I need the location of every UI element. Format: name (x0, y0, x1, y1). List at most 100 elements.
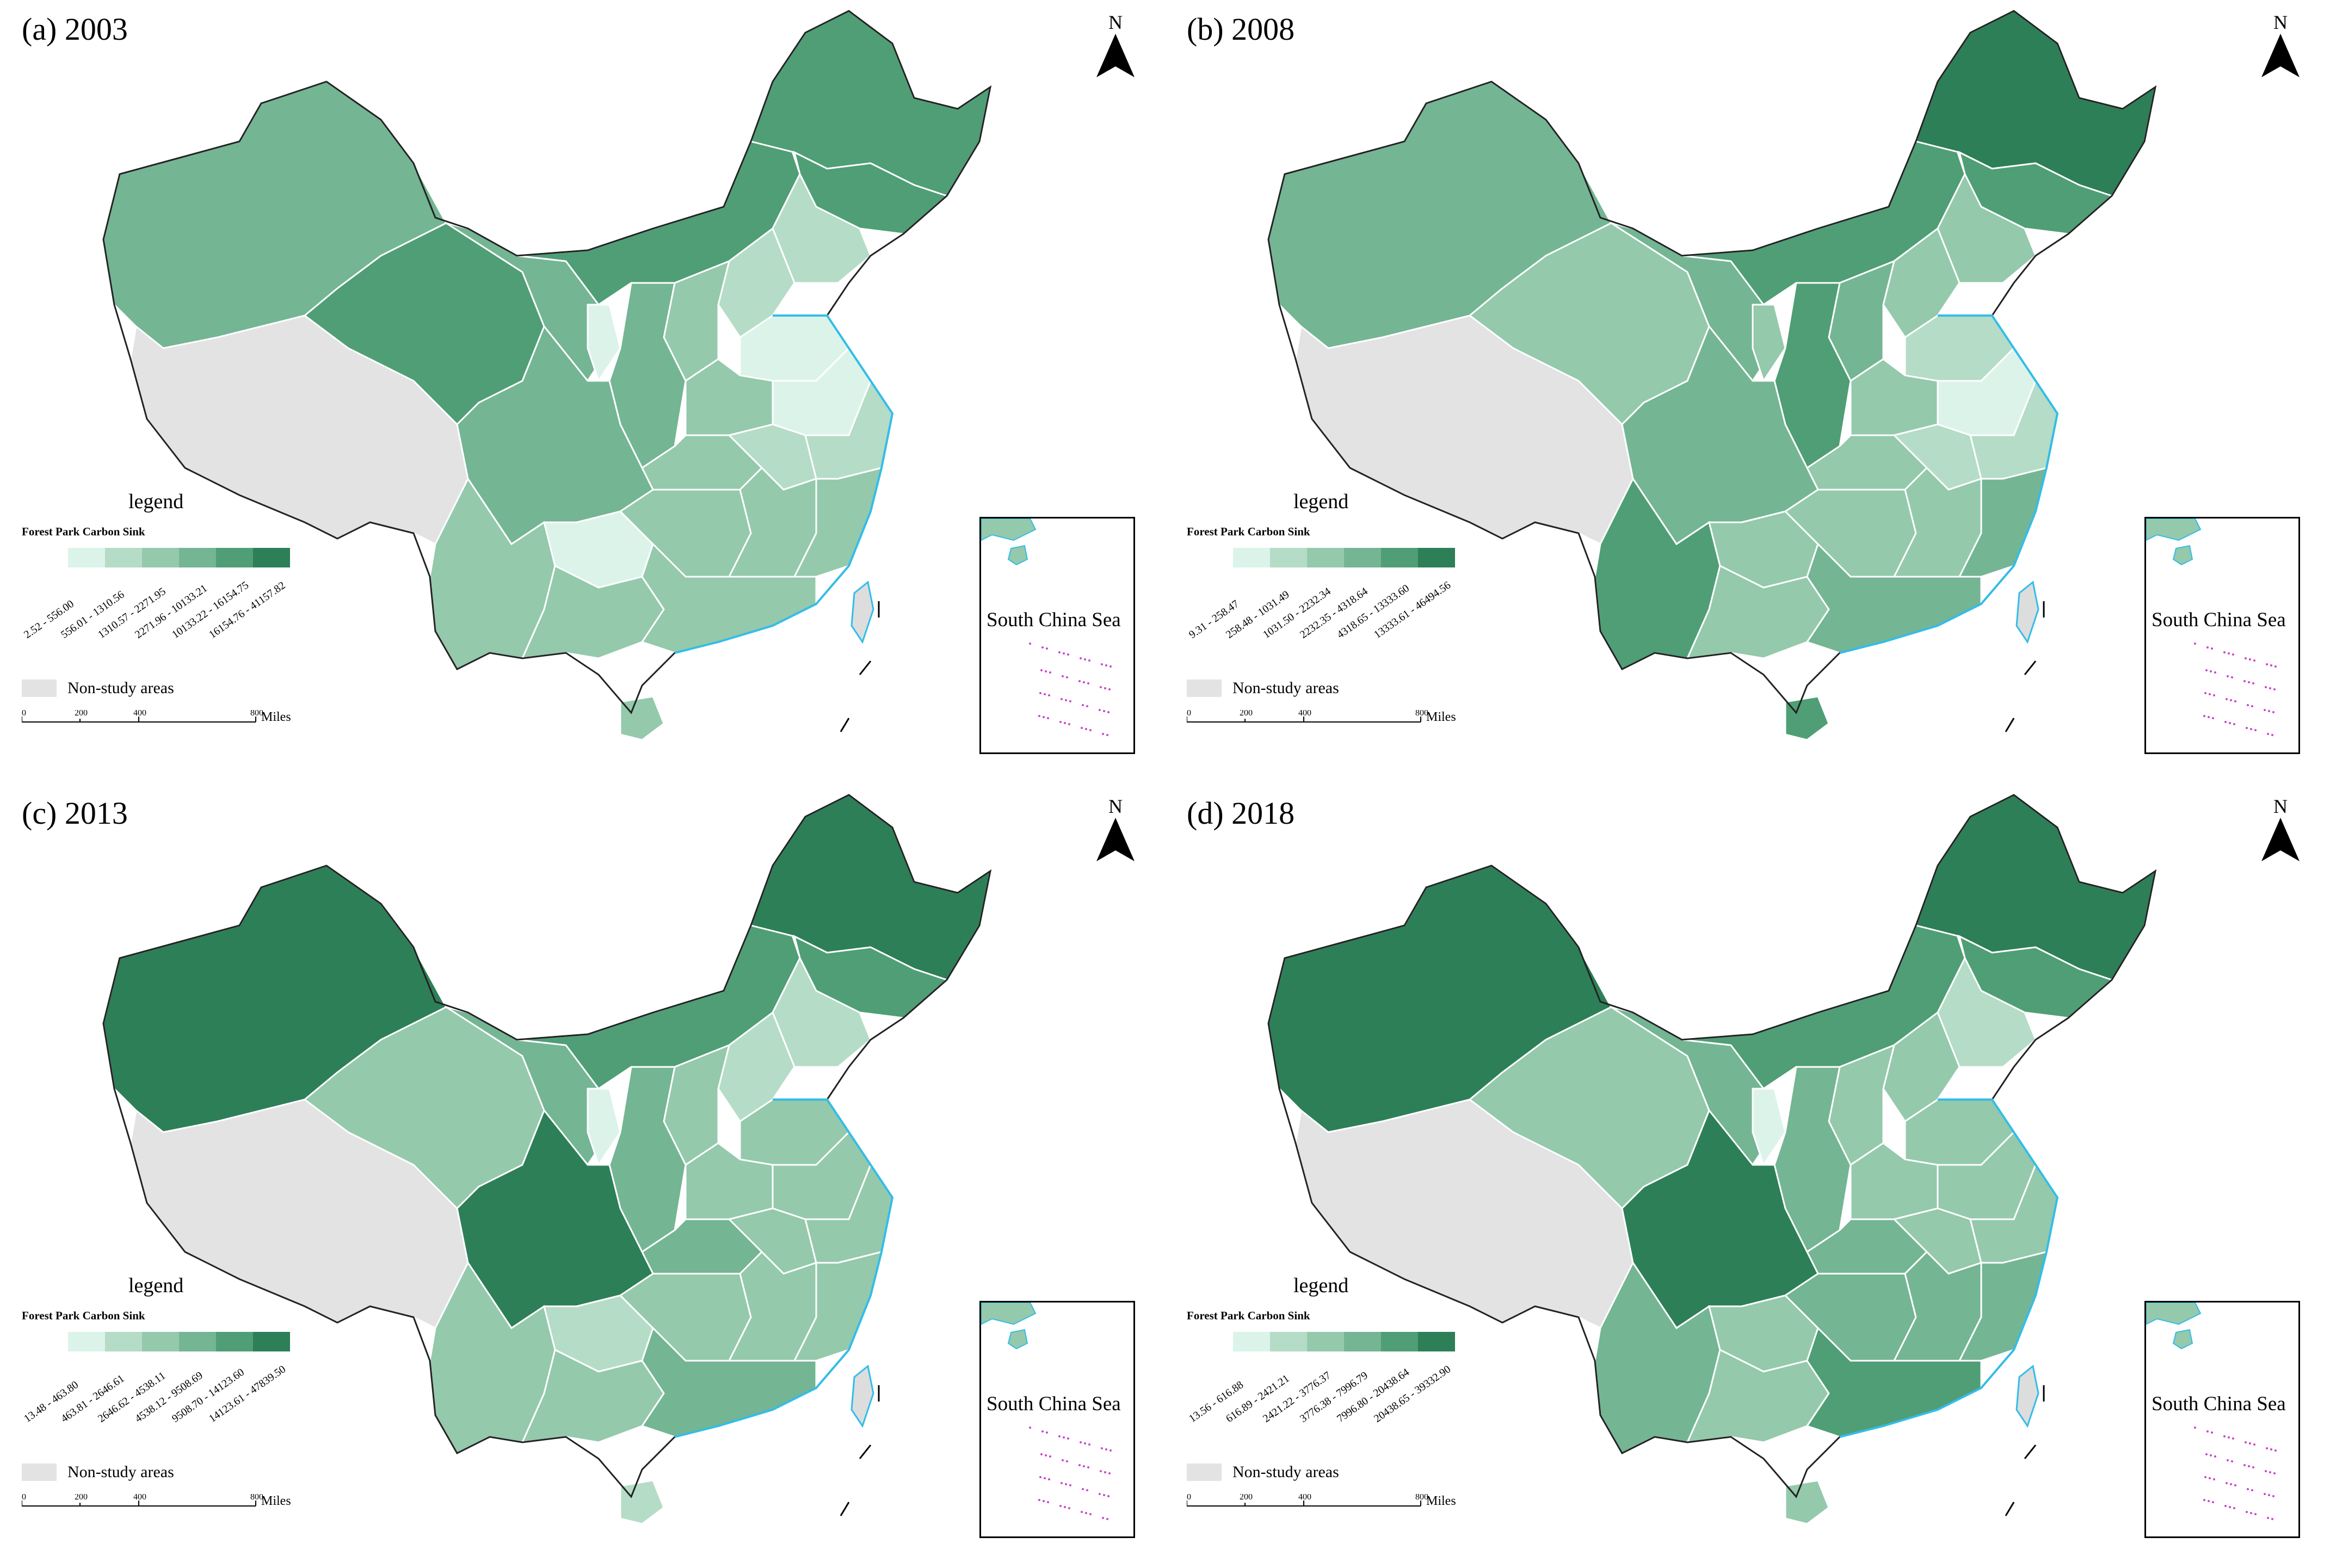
inset-island (1047, 717, 1049, 719)
inset-hainan (1007, 545, 1028, 566)
coastline (1839, 1098, 2059, 1438)
province-region (1784, 1479, 1830, 1525)
legend-swatch (142, 548, 179, 567)
inset-island (2223, 651, 2226, 653)
legend-swatch (216, 1332, 253, 1351)
inset-island (2224, 721, 2227, 723)
inset-island (1085, 728, 1087, 730)
inset-island (1088, 1443, 1090, 1446)
inset-island (2249, 1442, 2251, 1444)
coastline (674, 1098, 894, 1438)
scale-tick: 200 (75, 710, 88, 718)
inset-island (1100, 686, 1102, 688)
inset-island (1039, 692, 1041, 694)
inset-island (1100, 1470, 1102, 1472)
inset-label: South China Sea (2152, 1393, 2286, 1415)
legend-subtitle: Forest Park Carbon Sink (1187, 525, 1310, 538)
scale-tick: 800 (1415, 710, 1428, 718)
inset-island (1069, 700, 1071, 702)
legend-swatch (68, 1332, 105, 1351)
scale-tick: 0 (1187, 1494, 1191, 1502)
scale-tick: 400 (1298, 1494, 1311, 1502)
legend-color-bar (68, 1332, 290, 1351)
inset-island (2243, 680, 2246, 682)
inset-island (2233, 1507, 2235, 1509)
inset-island (2254, 1513, 2257, 1515)
north-arrow-icon (2261, 818, 2300, 861)
inset-island (1040, 669, 1043, 671)
nonstudy-legend: Non-study areas (22, 1463, 174, 1481)
panel-title: (a) 2003 (22, 11, 128, 47)
inset-island (2228, 1436, 2230, 1439)
nonstudy-swatch (1187, 1464, 1222, 1481)
legend-class-label: 463.81 - 2646.61 (59, 1372, 127, 1425)
legend-swatch (1381, 548, 1418, 567)
inset-island (1083, 1465, 1085, 1467)
scale-tick: 400 (133, 710, 146, 718)
inset-island (2245, 1441, 2247, 1443)
legend-class-labels: 2.52 - 556.00 556.01 - 1310.56 1310.57 -… (16, 569, 299, 641)
legend-class-label: 258.48 - 1031.49 (1224, 588, 1292, 641)
legend-swatch (216, 548, 253, 567)
inset-island (1103, 710, 1105, 712)
nonstudy-legend: Non-study areas (22, 679, 174, 697)
inset-island (1081, 727, 1083, 729)
inset-island (1078, 1464, 1081, 1466)
boundary-dash (2024, 1444, 2037, 1459)
inset-island (2204, 1476, 2206, 1478)
taiwan-island (2015, 581, 2039, 644)
province-region (1752, 1088, 1786, 1167)
inset-island (2227, 1459, 2229, 1461)
nonstudy-legend: Non-study areas (1187, 1463, 1339, 1481)
north-arrow-icon (1096, 34, 1135, 77)
inset-island (2251, 1489, 2253, 1491)
inset-island (1108, 688, 1111, 690)
inset-island (2253, 1443, 2255, 1446)
inset-island (2271, 734, 2273, 736)
legend-swatch (105, 1332, 142, 1351)
inset-island (2264, 1493, 2266, 1495)
north-arrow-icon (1096, 818, 1135, 861)
scale-bar: 0 200 400 800 Miles (22, 710, 291, 724)
inset-island (2224, 1505, 2227, 1507)
inset-island (2274, 1449, 2277, 1452)
china-map (102, 10, 992, 741)
inset-island (2267, 733, 2269, 735)
china-map (102, 794, 992, 1525)
inset-island (1029, 643, 1031, 645)
boundary-dash (840, 718, 850, 732)
panel-title: (c) 2013 (22, 795, 128, 831)
inset-island (2226, 1482, 2228, 1484)
inset-island (2229, 722, 2231, 724)
legend-swatch (1381, 1332, 1418, 1351)
inset-island (2226, 698, 2228, 700)
map-panel-2003: (a) 2003 N legend Forest Park Carbon Sin… (0, 0, 1165, 784)
panel-title: (d) 2018 (1187, 795, 1295, 831)
province-region (587, 1088, 621, 1167)
inset-island (2209, 1477, 2211, 1479)
inset-island (2211, 647, 2213, 650)
legend-swatch (253, 1332, 290, 1351)
inset-island (2243, 1464, 2246, 1466)
inset-island (1045, 1454, 1047, 1456)
inset-island (1105, 664, 1107, 666)
inset-island (2205, 669, 2208, 671)
legend-subtitle: Forest Park Carbon Sink (22, 525, 145, 538)
inset-island (2213, 1478, 2215, 1480)
scale-tick: 200 (1240, 710, 1253, 718)
inset-island (1038, 715, 1040, 717)
inset-island (1043, 716, 1045, 718)
inset-island (1062, 675, 1064, 677)
inset-island (1109, 665, 1112, 668)
north-arrow: N (2253, 795, 2308, 864)
inset-island (2266, 1447, 2268, 1449)
inset-island (2227, 675, 2229, 677)
nonstudy-legend: Non-study areas (1187, 679, 1339, 697)
inset-island (1087, 1466, 1089, 1468)
inset-island (2265, 1470, 2267, 1472)
inset-island (1029, 1427, 1031, 1429)
inset-island (2228, 652, 2230, 655)
coastline (674, 314, 894, 654)
inset-island (1069, 1484, 1071, 1486)
inset-island (1108, 1472, 1111, 1474)
